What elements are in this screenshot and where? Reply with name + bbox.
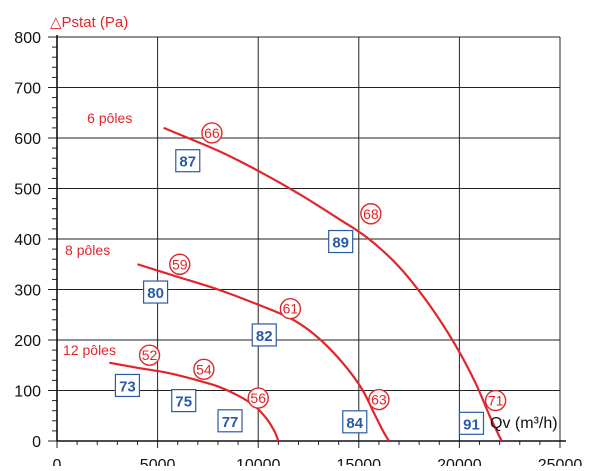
x-tick-label: 5000 <box>140 457 176 466</box>
y-tick-label: 800 <box>14 30 41 47</box>
y-tick-label: 500 <box>14 182 41 199</box>
axis-layer: 0 5000 10000 15000 20000 25000 0 100 200 300 400 50… <box>14 30 583 471</box>
blue-marker-label: 91 <box>463 416 480 433</box>
red-marker-label: 54 <box>196 361 212 377</box>
red-circle-marker <box>484 389 507 412</box>
red-circle-marker <box>368 388 390 411</box>
red-marker-label: 66 <box>204 125 220 141</box>
red-circle-marker <box>360 203 382 225</box>
y-tick-label: 700 <box>14 81 41 98</box>
red-circle-marker <box>138 344 161 366</box>
performance-curve <box>137 263 390 442</box>
x-axis-label: Qv (m³/h) <box>490 415 558 432</box>
y-tick-label: 300 <box>14 283 41 300</box>
red-circle-marker <box>247 387 269 409</box>
blue-marker-label: 82 <box>256 328 273 345</box>
blue-box-marker <box>251 323 277 347</box>
red-circle-marker <box>193 358 215 380</box>
x-tick-label: 0 <box>53 457 62 466</box>
performance-curve <box>163 126 503 442</box>
series-label: 6 pôles <box>87 110 132 126</box>
blue-marker-label: 77 <box>222 414 239 431</box>
blue-marker-label: 75 <box>175 394 192 411</box>
blue-box-marker <box>217 409 243 433</box>
red-circle-marker <box>201 122 223 144</box>
blue-marker-label: 87 <box>179 154 196 171</box>
red-marker-label: 71 <box>488 393 504 409</box>
y-tick-label: 600 <box>14 131 41 148</box>
blue-box-marker <box>175 149 201 173</box>
blue-marker-label: 89 <box>332 235 349 252</box>
x-tick-label: 20000 <box>437 457 482 466</box>
y-tick-label: 100 <box>14 384 41 401</box>
y-tick-label: 400 <box>14 232 41 249</box>
curve-layer: 6 pôles 8 pôles 12 pôles <box>63 110 503 442</box>
blue-box-marker <box>458 411 485 435</box>
y-axis-label: △Pstat (Pa) <box>50 14 128 31</box>
red-circle-marker <box>279 297 302 320</box>
red-marker-label: 63 <box>371 392 387 408</box>
marker-layer: 66 68 59 61 52 54 56 63 71 87 89 80 82 73 75 77 84 91 <box>114 122 507 435</box>
blue-box-marker <box>142 280 169 304</box>
red-circle-marker <box>169 253 191 275</box>
grid-layer <box>57 36 561 441</box>
red-marker-label: 59 <box>172 256 188 272</box>
blue-marker-label: 80 <box>147 285 164 302</box>
red-marker-label: 56 <box>250 390 266 406</box>
x-tick-label: 25000 <box>538 457 583 466</box>
blue-box-marker <box>342 410 368 434</box>
blue-marker-label: 84 <box>346 415 363 432</box>
red-marker-label: 68 <box>363 206 379 222</box>
x-tick-label: 15000 <box>337 457 382 466</box>
performance-curve <box>109 361 280 442</box>
x-tick-label: 10000 <box>236 457 281 466</box>
blue-box-marker <box>171 389 197 413</box>
blue-box-marker <box>114 373 141 398</box>
series-label: 8 pôles <box>65 242 110 258</box>
y-tick-label: 0 <box>32 434 41 451</box>
red-marker-label: 52 <box>142 347 158 363</box>
y-tick-label: 200 <box>14 333 41 350</box>
red-marker-label: 61 <box>283 301 299 317</box>
blue-box-marker <box>328 229 354 254</box>
blue-marker-label: 73 <box>119 378 136 395</box>
series-label: 12 pôles <box>63 342 116 358</box>
